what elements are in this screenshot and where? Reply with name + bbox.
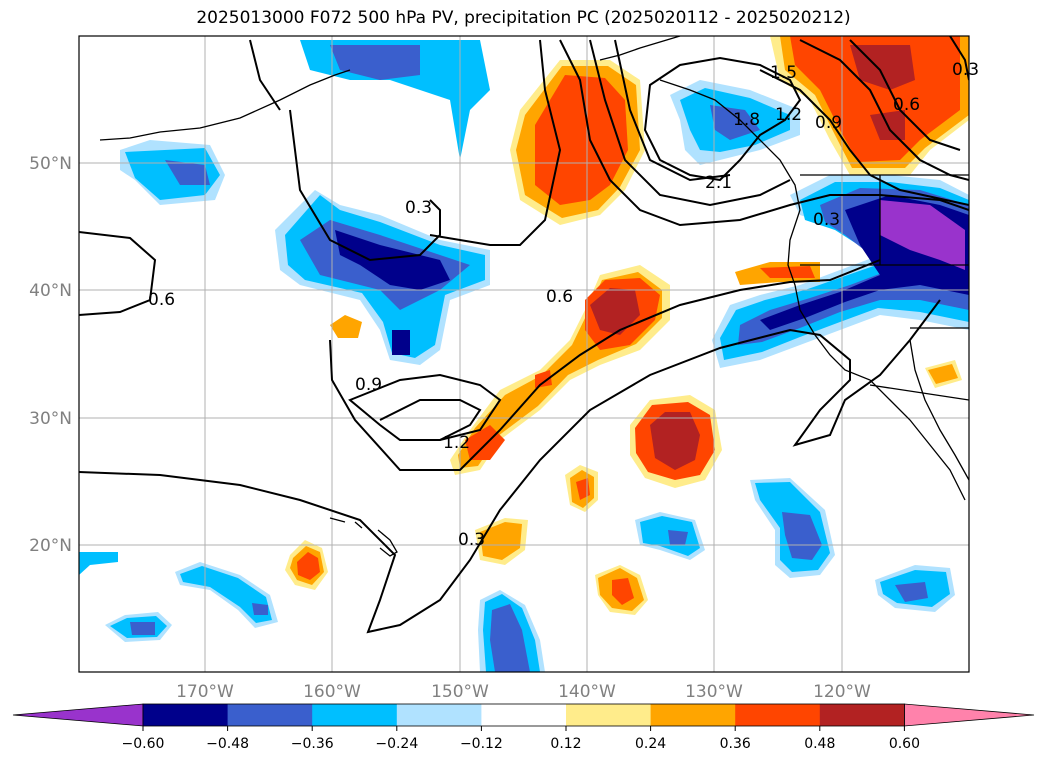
positive-anomaly-region [510, 60, 645, 225]
map-frame [78, 35, 970, 673]
colorbar-segment [735, 704, 821, 726]
precip-fields [79, 36, 969, 672]
contour-labels: 0.3 0.6 0.9 1.2 2.1 1.8 1.5 1.2 0.9 0.6 … [148, 60, 979, 550]
colorbar-tick-label: 0.48 [804, 736, 835, 752]
map-title: 2025013000 F072 500 hPa PV, precipitatio… [196, 8, 851, 28]
colorbar: −0.60 −0.48 −0.36 −0.24 −0.12 0.12 0.24 0.36 0.4… [12, 703, 1035, 752]
contour-label: 1.2 [775, 105, 802, 125]
colorbar-segment [227, 704, 313, 726]
colorbar-tick-label: −0.60 [122, 736, 165, 752]
colorbar-tick-label: −0.24 [375, 736, 418, 752]
longitude-labels: 170°W 160°W 150°W 140°W 130°W 120°W [176, 682, 871, 702]
contour-label: 0.9 [355, 375, 382, 395]
colorbar-max-extend [904, 703, 1035, 727]
contour-label: 0.3 [813, 210, 840, 230]
lon-label: 170°W [176, 682, 234, 702]
contour-label: 0.9 [815, 113, 842, 133]
lat-label: 30°N [29, 409, 72, 429]
negative-anomaly-region [120, 40, 490, 365]
contour-label: 0.6 [148, 290, 175, 310]
lon-label: 160°W [303, 682, 361, 702]
colorbar-segment [650, 704, 736, 726]
lon-label: 140°W [558, 682, 616, 702]
pv-contours [79, 36, 969, 634]
contour-label: 0.3 [405, 198, 432, 218]
colorbar-tick-label: 0.24 [635, 736, 666, 752]
graticule [79, 36, 969, 672]
lat-label: 50°N [29, 154, 72, 174]
colorbar-tick-label: −0.36 [291, 736, 334, 752]
lon-label: 120°W [813, 682, 871, 702]
contour-label: 0.3 [458, 530, 485, 550]
colorbar-segment [566, 704, 652, 726]
contour-label: 1.5 [770, 63, 797, 83]
lon-label: 150°W [431, 682, 489, 702]
contour-label: 1.2 [443, 433, 470, 453]
lon-label: 130°W [685, 682, 743, 702]
colorbar-tick-label: −0.12 [460, 736, 503, 752]
negative-anomaly-region [670, 80, 800, 165]
negative-anomaly-region [712, 175, 969, 368]
colorbar-min-extend [12, 703, 144, 727]
colorbar-tick-label: 0.36 [720, 736, 751, 752]
colorbar-segment [396, 704, 482, 726]
colorbar-segment [312, 704, 398, 726]
colorbar-segment [819, 704, 905, 726]
coastlines [99, 36, 969, 557]
colorbar-segment [143, 704, 229, 726]
colorbar-segment [481, 704, 567, 726]
colorbar-tick-label: −0.48 [206, 736, 249, 752]
contour-label: 0.6 [893, 95, 920, 115]
lat-label: 20°N [29, 536, 72, 556]
contour-label: 0.3 [952, 60, 979, 80]
contour-label: 2.1 [705, 173, 732, 193]
contour-label: 1.8 [733, 110, 760, 130]
contour-label: 0.6 [546, 287, 573, 307]
positive-anomaly-region [770, 36, 969, 175]
latitude-labels: 50°N 40°N 30°N 20°N [29, 154, 72, 556]
colorbar-tick-label: 0.60 [889, 736, 920, 752]
colorbar-tick-label: 0.12 [550, 736, 581, 752]
positive-anomaly-region [630, 395, 722, 488]
lat-label: 40°N [29, 281, 72, 301]
colorbar-frame [142, 703, 905, 727]
